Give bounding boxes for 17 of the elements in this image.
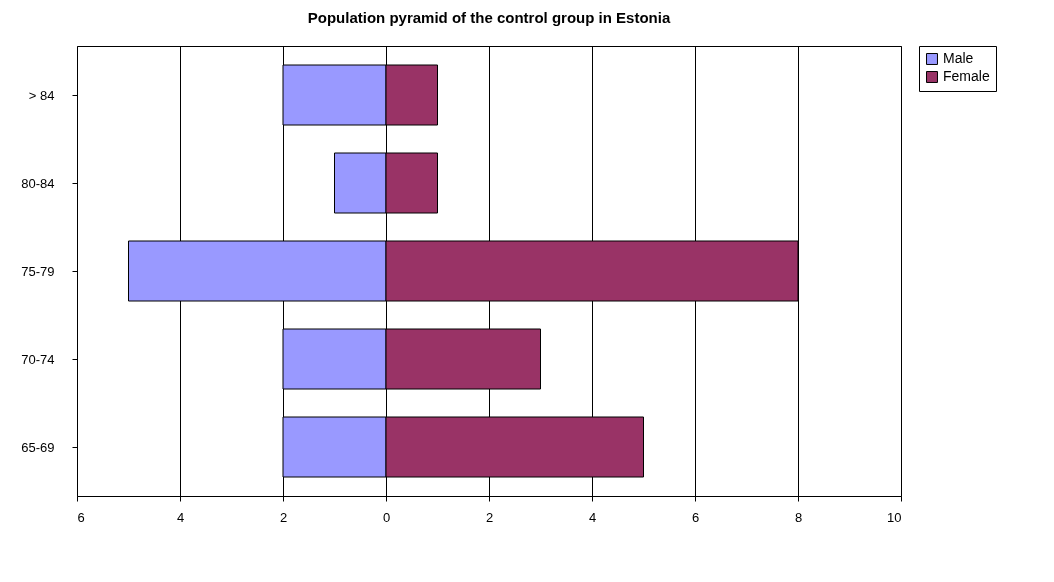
x-tick-label: 2 <box>279 509 288 525</box>
y-tick-label: 70-74 <box>21 351 55 367</box>
x-tick-label: 0 <box>382 509 391 525</box>
x-tick-label: 6 <box>77 509 85 525</box>
legend-label: Male <box>943 50 974 66</box>
x-tick-label: 8 <box>794 509 803 525</box>
x-tick-label: 10 <box>887 509 902 525</box>
chart-title: Population pyramid of the control group in Estonia <box>307 8 671 26</box>
y-tick-label: 80-84 <box>21 175 55 191</box>
y-tick-label: > 84 <box>28 87 55 103</box>
x-tick-label: 2 <box>485 509 494 525</box>
x-tick-label: 6 <box>691 509 700 525</box>
y-tick-label: 65-69 <box>21 439 55 455</box>
x-tick-label: 4 <box>588 509 597 525</box>
y-tick-label: 75-79 <box>21 263 55 279</box>
x-tick-label: 4 <box>176 509 185 525</box>
legend-label: Female <box>943 68 990 84</box>
